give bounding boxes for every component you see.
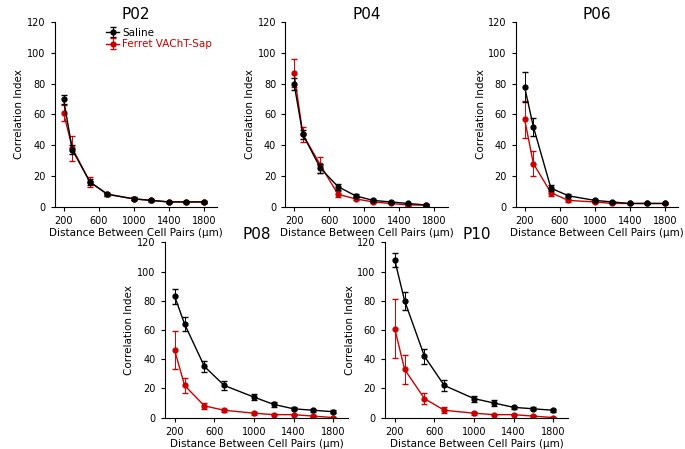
Title: P02: P02 <box>122 8 150 22</box>
Y-axis label: Correlation Index: Correlation Index <box>245 70 255 159</box>
Title: P08: P08 <box>242 228 271 242</box>
X-axis label: Distance Between Cell Pairs (μm): Distance Between Cell Pairs (μm) <box>279 229 453 238</box>
X-axis label: Distance Between Cell Pairs (μm): Distance Between Cell Pairs (μm) <box>170 440 343 449</box>
Title: P06: P06 <box>583 8 611 22</box>
X-axis label: Distance Between Cell Pairs (μm): Distance Between Cell Pairs (μm) <box>390 440 563 449</box>
Title: P04: P04 <box>352 8 381 22</box>
Y-axis label: Correlation Index: Correlation Index <box>125 285 134 375</box>
Y-axis label: Correlation Index: Correlation Index <box>14 70 25 159</box>
Y-axis label: Correlation Index: Correlation Index <box>475 70 486 159</box>
X-axis label: Distance Between Cell Pairs (μm): Distance Between Cell Pairs (μm) <box>510 229 684 238</box>
Y-axis label: Correlation Index: Correlation Index <box>345 285 355 375</box>
X-axis label: Distance Between Cell Pairs (μm): Distance Between Cell Pairs (μm) <box>49 229 223 238</box>
Legend: Saline, Ferret VAChT-Sap: Saline, Ferret VAChT-Sap <box>106 28 212 49</box>
Title: P10: P10 <box>462 228 490 242</box>
